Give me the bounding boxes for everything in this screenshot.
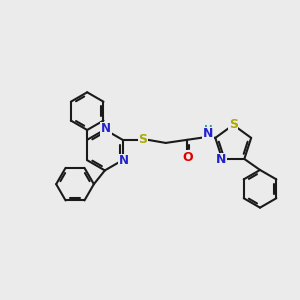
Text: O: O xyxy=(182,151,193,164)
Text: S: S xyxy=(138,133,147,146)
Text: N: N xyxy=(101,122,111,135)
Text: S: S xyxy=(229,118,238,130)
Text: N: N xyxy=(203,128,213,140)
Text: H: H xyxy=(204,124,212,135)
Text: N: N xyxy=(216,153,226,166)
Text: N: N xyxy=(119,154,129,167)
